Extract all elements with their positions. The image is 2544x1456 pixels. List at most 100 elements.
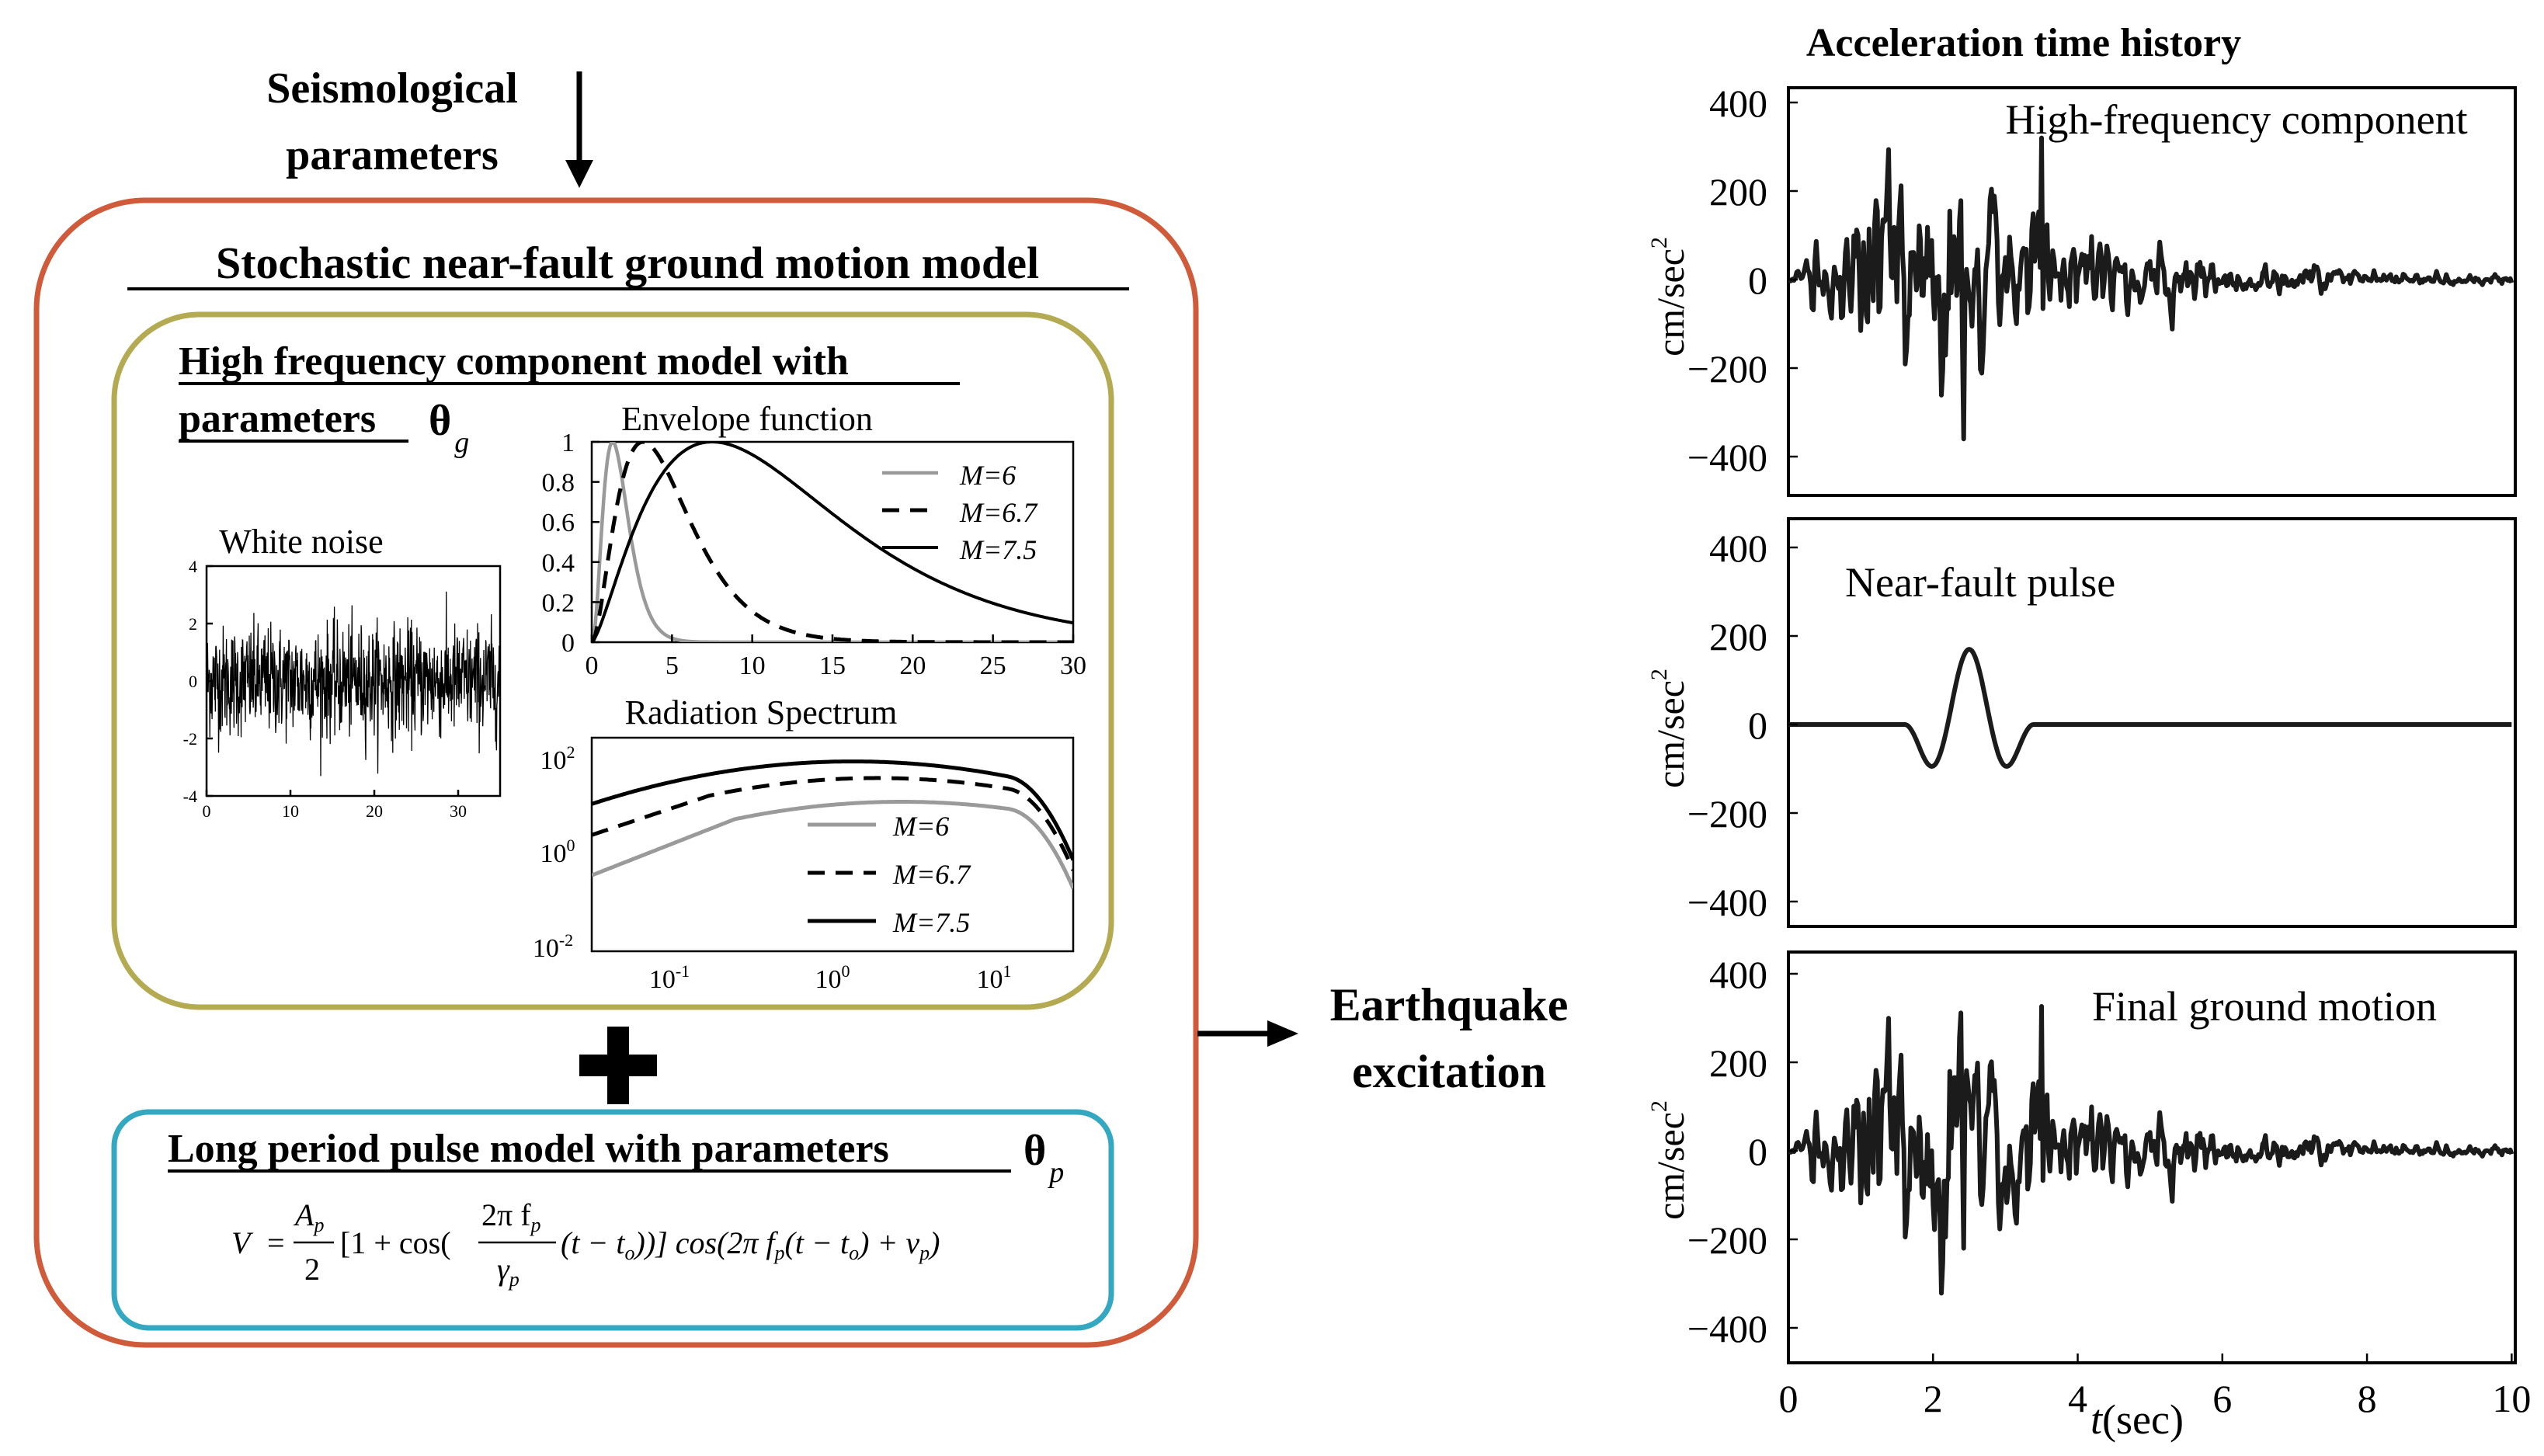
high-frequency-model-box bbox=[111, 311, 1114, 1010]
envelope-legend-m6: M=6 bbox=[959, 460, 1016, 491]
white-noise-x-tick-label: 20 bbox=[366, 801, 383, 821]
radiation-curve-m7-5 bbox=[592, 759, 1073, 861]
radiation-y-tick-1e0: 100 bbox=[540, 836, 575, 868]
output-line1: Earthquake bbox=[1330, 979, 1569, 1030]
envelope-x-tick-label: 15 bbox=[819, 652, 846, 680]
acc-panel-3-y-ticks: 400 200 0 −200 −400 bbox=[1687, 953, 1798, 1350]
plus-sign bbox=[579, 1027, 657, 1104]
envelope-y-tick-label: 0.8 bbox=[542, 469, 575, 498]
acc-y-tick-label: 0 bbox=[1748, 704, 1767, 747]
acc-y-tick-label: 200 bbox=[1709, 1041, 1767, 1085]
eq-mid1: [1 + cos( bbox=[340, 1225, 451, 1260]
envelope-y-ticks: 1 0.8 0.6 0.4 0.2 0 bbox=[542, 429, 600, 658]
radiation-x-ticks: 10-1 100 101 bbox=[649, 961, 1012, 994]
final-ground-motion-trace bbox=[1788, 1004, 2514, 1296]
output-line2: excitation bbox=[1352, 1046, 1546, 1097]
envelope-curve-m7-5 bbox=[592, 442, 1073, 642]
white-noise-y-tick-label: -2 bbox=[183, 729, 197, 749]
model-title: Stochastic near-fault ground motion mode… bbox=[216, 238, 1039, 288]
radiation-legend: M=6 M=6.7 M=7.5 bbox=[808, 811, 971, 938]
seismo-line1: Seismological bbox=[266, 64, 518, 113]
eq-frac1-num: Ap bbox=[293, 1197, 324, 1236]
white-noise-x-tick-label: 0 bbox=[203, 801, 211, 821]
acc-title: Acceleration time history bbox=[1806, 21, 2241, 65]
white-noise-y-tick-label: 2 bbox=[189, 614, 197, 634]
envelope-legend: M=6 M=6.7 M=7.5 bbox=[882, 460, 1038, 565]
acc-y-tick-label: 0 bbox=[1748, 259, 1767, 302]
stochastic-model-box bbox=[33, 197, 1199, 1348]
high-frequency-trace bbox=[1788, 135, 2514, 442]
acc-panel-1-frame bbox=[1787, 86, 2517, 497]
acc-x-tick-label: 0 bbox=[1779, 1377, 1799, 1420]
acc-panel-1-ylabel: cm/sec2 bbox=[1646, 237, 1692, 356]
radiation-y-tick-1e2: 102 bbox=[540, 742, 575, 775]
acc-panel-3-frame bbox=[1787, 950, 2517, 1364]
acc-panel-2-label: Near-fault pulse bbox=[1845, 559, 2115, 606]
pulse-equation: V = Ap 2 [1 + cos( 2π fp γp (t − to))] c… bbox=[231, 1197, 940, 1291]
white-noise-y-tick-label: -4 bbox=[183, 787, 197, 806]
envelope-curve-m6-7 bbox=[592, 442, 1073, 642]
eq-lhs: V bbox=[231, 1225, 254, 1260]
envelope-x-ticks: 0 5 10 15 20 25 30 bbox=[586, 634, 1086, 680]
white-noise-title: White noise bbox=[219, 523, 383, 561]
acc-x-tick-label: 4 bbox=[2068, 1377, 2087, 1420]
acc-x-ticks: 0 2 4 6 8 10 bbox=[1779, 1353, 2531, 1420]
acc-panel-1-y-ticks: 400 200 0 −200 −400 bbox=[1687, 82, 1798, 479]
white-noise-y-tick-label: 0 bbox=[189, 672, 197, 691]
eq-frac1-den: 2 bbox=[304, 1252, 320, 1287]
radiation-x-tick-1e1: 101 bbox=[977, 961, 1012, 994]
envelope-legend-m6-7: M=6.7 bbox=[959, 497, 1038, 528]
acc-y-tick-label: −400 bbox=[1687, 1307, 1767, 1350]
radiation-legend-m6-7: M=6.7 bbox=[892, 859, 971, 890]
acc-panel-1-label: High-frequency component bbox=[2005, 96, 2467, 143]
hf-title-line2: parameters bbox=[179, 397, 376, 441]
hf-title-line1: High frequency component model with bbox=[179, 339, 849, 384]
input-arrow bbox=[565, 71, 593, 188]
acc-y-tick-label: 400 bbox=[1709, 82, 1767, 125]
acc-y-tick-label: 200 bbox=[1709, 615, 1767, 659]
eq-equals: = bbox=[267, 1225, 285, 1260]
envelope-x-tick-label: 20 bbox=[899, 652, 926, 680]
acc-panel-3-ylabel: cm/sec2 bbox=[1646, 1100, 1692, 1220]
output-arrow bbox=[1197, 1020, 1298, 1047]
acc-y-tick-label: −400 bbox=[1687, 881, 1767, 924]
acc-y-tick-label: 0 bbox=[1748, 1130, 1767, 1173]
envelope-legend-m7-5: M=7.5 bbox=[959, 534, 1037, 565]
radiation-curve-m6 bbox=[592, 800, 1073, 890]
acc-x-tick-label: 8 bbox=[2358, 1377, 2377, 1420]
white-noise-plot: White noise 420-2-4 0 10 20 30 bbox=[183, 523, 502, 821]
pulse-title: Long period pulse model with parameters bbox=[168, 1127, 889, 1171]
envelope-x-tick-label: 0 bbox=[586, 652, 599, 680]
radiation-y-tick-1e-2: 10-2 bbox=[533, 930, 573, 963]
acc-panel-high-frequency: High-frequency component 400 200 0 −200 −400… bbox=[1646, 82, 2517, 497]
acc-panel-2-y-ticks: 400 200 0 −200 −400 bbox=[1687, 526, 1798, 924]
radiation-legend-m7-5: M=7.5 bbox=[892, 907, 970, 938]
acc-panel-3-label: Final ground motion bbox=[2092, 983, 2437, 1030]
acc-panel-near-fault-pulse: Near-fault pulse 400 200 0 −200 −400 cm/sec2 bbox=[1646, 517, 2517, 928]
acc-y-tick-label: −200 bbox=[1687, 347, 1767, 391]
acc-panel-2-ylabel: cm/sec2 bbox=[1646, 669, 1692, 788]
acc-panel-final-ground-motion: Final ground motion 400 200 0 −200 −400 cm/s… bbox=[1646, 950, 2517, 1364]
long-period-pulse-model-box bbox=[111, 1109, 1114, 1331]
white-noise-x-tick-label: 10 bbox=[282, 801, 299, 821]
radiation-y-ticks: 102 100 10-2 bbox=[533, 742, 575, 963]
acc-y-tick-label: 200 bbox=[1709, 170, 1767, 214]
envelope-y-tick-label: 1 bbox=[561, 429, 575, 457]
acc-y-tick-label: −200 bbox=[1687, 792, 1767, 836]
white-noise-x-tick-label: 30 bbox=[450, 801, 467, 821]
radiation-spectrum-plot: Radiation Spectrum 102 100 10-2 10-1 100… bbox=[533, 693, 1075, 994]
radiation-title: Radiation Spectrum bbox=[625, 693, 898, 731]
envelope-title: Envelope function bbox=[621, 400, 873, 438]
radiation-x-tick-1e-1: 10-1 bbox=[649, 961, 690, 994]
envelope-x-tick-label: 30 bbox=[1060, 652, 1086, 680]
acc-xlabel: t(sec) bbox=[2090, 1396, 2184, 1443]
white-noise-y-ticks: 4 2 0 -2 -4 bbox=[183, 557, 213, 806]
eq-rest: (t − to))] cos(2π fp(t − to) + νp) bbox=[561, 1225, 940, 1264]
envelope-y-tick-label: 0 bbox=[561, 629, 575, 658]
radiation-x-tick-1e0: 100 bbox=[815, 961, 850, 994]
acc-y-tick-label: 400 bbox=[1709, 526, 1767, 570]
envelope-x-tick-label: 5 bbox=[666, 652, 679, 680]
acc-x-tick-label: 6 bbox=[2212, 1377, 2232, 1420]
envelope-y-tick-label: 0.2 bbox=[542, 589, 575, 617]
